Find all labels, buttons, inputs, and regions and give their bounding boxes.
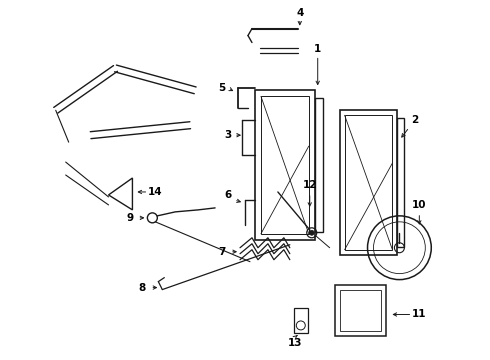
Text: 13: 13	[288, 338, 302, 348]
Text: 9: 9	[127, 213, 134, 223]
Bar	[315, 98, 323, 232]
Bar	[344, 115, 392, 250]
Bar	[294, 307, 308, 333]
Text: 4: 4	[296, 8, 303, 18]
Text: 2: 2	[411, 115, 418, 125]
Bar	[397, 118, 404, 247]
Text: 7: 7	[219, 247, 226, 257]
Circle shape	[309, 230, 314, 235]
Text: 12: 12	[302, 180, 317, 190]
Text: 5: 5	[219, 84, 226, 93]
Text: 8: 8	[139, 283, 146, 293]
Bar	[335, 285, 387, 336]
Text: 1: 1	[314, 44, 321, 54]
Bar	[340, 289, 382, 332]
Bar	[261, 96, 309, 234]
Text: 3: 3	[224, 130, 232, 140]
Text: 11: 11	[412, 310, 427, 319]
Text: 10: 10	[412, 200, 427, 210]
Bar	[255, 90, 315, 240]
Bar	[340, 110, 397, 255]
Text: 6: 6	[224, 190, 232, 200]
Text: 14: 14	[148, 187, 163, 197]
